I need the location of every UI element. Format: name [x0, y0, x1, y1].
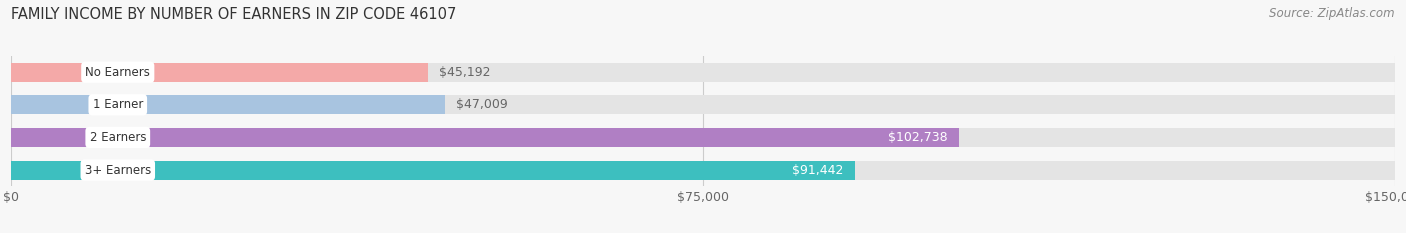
Text: FAMILY INCOME BY NUMBER OF EARNERS IN ZIP CODE 46107: FAMILY INCOME BY NUMBER OF EARNERS IN ZI… — [11, 7, 457, 22]
Text: 3+ Earners: 3+ Earners — [84, 164, 150, 177]
Text: $47,009: $47,009 — [456, 98, 508, 111]
Text: $45,192: $45,192 — [439, 66, 491, 79]
Text: No Earners: No Earners — [86, 66, 150, 79]
Bar — [11, 95, 444, 114]
Bar — [11, 161, 1395, 180]
Text: 2 Earners: 2 Earners — [90, 131, 146, 144]
Text: 1 Earner: 1 Earner — [93, 98, 143, 111]
Text: $102,738: $102,738 — [889, 131, 948, 144]
Text: $91,442: $91,442 — [792, 164, 844, 177]
Bar — [11, 63, 427, 82]
Bar — [11, 63, 1395, 82]
Bar — [11, 161, 855, 180]
Text: Source: ZipAtlas.com: Source: ZipAtlas.com — [1270, 7, 1395, 20]
Bar — [11, 128, 1395, 147]
Bar — [11, 95, 1395, 114]
Bar — [11, 128, 959, 147]
